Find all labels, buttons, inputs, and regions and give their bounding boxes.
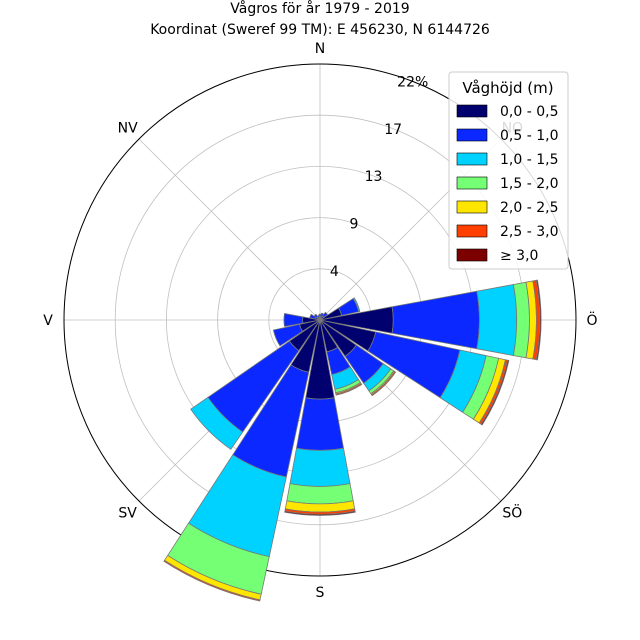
direction-label: SV	[118, 505, 137, 521]
rose-bar-segment	[535, 279, 542, 361]
ring-label: 9	[349, 217, 358, 233]
sector-bars	[163, 279, 542, 602]
legend-label: 1,0 - 1,5	[500, 152, 558, 168]
outer-frame	[63, 63, 577, 577]
ring-label: 4	[330, 264, 339, 280]
legend-label: 2,5 - 3,0	[500, 224, 558, 240]
rose-bar-segment	[289, 447, 351, 487]
rose-bar-segment	[283, 313, 304, 327]
rose-bar-segment	[480, 359, 510, 426]
legend-swatch	[456, 248, 488, 262]
legend-title: Våghöjd (m)	[462, 79, 553, 97]
direction-label: Ö	[586, 311, 597, 329]
ring-label: 13	[365, 169, 383, 185]
rose-bar-segment	[335, 382, 363, 396]
chart-title-line2: Koordinat (Sweref 99 TM): E 456230, N 61…	[150, 22, 490, 38]
legend-swatch	[456, 200, 488, 214]
legend-box	[448, 71, 569, 270]
legend-label: 1,5 - 2,0	[500, 176, 558, 192]
legend-swatch	[456, 104, 488, 118]
ring-label: 22%	[397, 75, 428, 91]
direction-label: N	[315, 41, 325, 57]
legend-swatch	[456, 128, 488, 142]
chart-title-line1: Vågros för år 1979 - 2019	[230, 0, 409, 17]
rose-bar-segment	[313, 313, 319, 319]
direction-label: SÖ	[502, 503, 522, 521]
rose-bar-segment	[284, 510, 356, 516]
rose-bar-segment	[296, 397, 344, 451]
legend-items: 0,0 - 0,5 0,5 - 1,0 1,0 - 1,5 1,5 - 2,0 2,0 …	[456, 104, 558, 264]
ring-label: 17	[384, 122, 402, 138]
rose-bar-segment	[286, 483, 354, 505]
rose-bar-segment	[370, 370, 397, 397]
legend: Våghöjd (m) 0,0 - 0,5 0,5 - 1,0 1,0 - 1,5 1…	[448, 71, 569, 270]
legend-swatch	[456, 152, 488, 166]
rose-bar-segment	[352, 297, 361, 313]
rose-bar-segment	[316, 314, 320, 319]
rose-bar-segment	[163, 559, 261, 602]
legend-label: 2,0 - 2,5	[500, 200, 558, 216]
rose-bar-segment	[272, 323, 303, 347]
legend-swatch	[456, 224, 488, 238]
legend-label: 0,0 - 0,5	[500, 104, 558, 120]
rose-bar-segment	[190, 396, 244, 450]
rose-bar-segment	[309, 313, 317, 320]
rose-bar-segment	[476, 284, 517, 356]
direction-label: S	[316, 585, 325, 601]
legend-swatch	[456, 176, 488, 190]
direction-label: NV	[118, 121, 138, 137]
legend-label: ≥ 3,0	[500, 248, 538, 264]
grid-spoke	[138, 138, 321, 321]
direction-label: V	[43, 313, 53, 329]
legend-label: 0,5 - 1,0	[500, 128, 558, 144]
